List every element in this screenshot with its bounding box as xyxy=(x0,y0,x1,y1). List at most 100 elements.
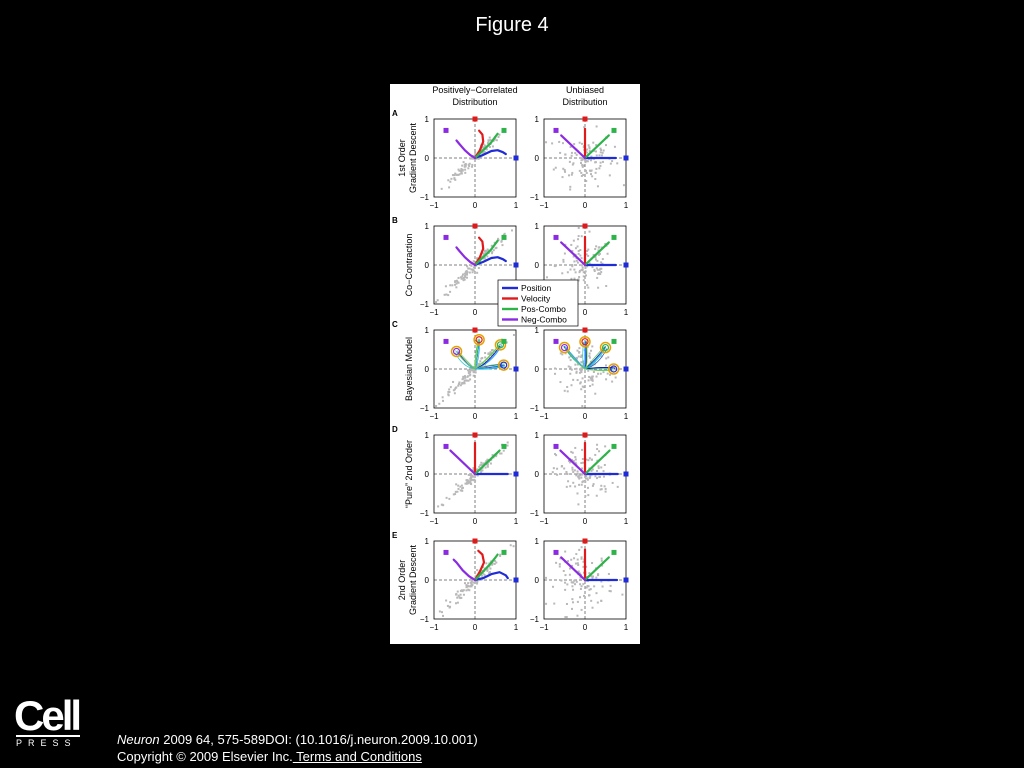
sample-point xyxy=(604,242,607,245)
sample-point xyxy=(566,271,569,274)
legend-label: Pos-Combo xyxy=(521,304,566,314)
sample-point xyxy=(589,159,592,162)
sample-point xyxy=(512,333,515,336)
y-tick-label: 1 xyxy=(425,537,430,546)
posterior-trace xyxy=(474,365,506,370)
posterior-trace xyxy=(582,341,586,370)
sample-point xyxy=(449,605,452,608)
sample-point xyxy=(474,151,477,154)
sample-point xyxy=(585,148,588,151)
target-marker-position xyxy=(623,366,629,372)
sample-point xyxy=(484,144,487,147)
sample-point xyxy=(597,286,600,289)
trajectory-position xyxy=(473,256,507,267)
sample-point xyxy=(605,284,608,287)
sample-point xyxy=(465,589,468,592)
sample-point xyxy=(569,359,572,362)
sample-point xyxy=(585,253,588,256)
sample-point xyxy=(582,560,585,563)
sample-point xyxy=(472,467,475,470)
sample-point xyxy=(562,167,565,170)
sample-point xyxy=(608,174,611,177)
endpoint-ring xyxy=(579,335,591,348)
sample-point xyxy=(453,174,456,177)
sample-point xyxy=(596,185,599,188)
terms-link[interactable]: Terms and Conditions xyxy=(292,749,422,764)
y-tick-label: 1 xyxy=(425,326,430,335)
sample-point xyxy=(588,150,591,153)
sample-point xyxy=(480,468,483,471)
sample-point xyxy=(501,244,504,247)
sample-point xyxy=(580,354,583,357)
sample-point xyxy=(510,229,513,232)
sample-point xyxy=(582,279,585,282)
sample-point xyxy=(581,405,584,408)
y-tick-label: 0 xyxy=(425,576,430,585)
sample-point xyxy=(579,249,582,252)
sample-point xyxy=(595,494,598,497)
sample-point xyxy=(587,585,590,588)
sample-point xyxy=(555,561,558,564)
sample-point xyxy=(456,490,459,493)
sample-point xyxy=(455,286,458,289)
subplot-A-unbiased xyxy=(543,116,629,198)
subplot-C-correlated xyxy=(433,327,519,409)
target-marker-pos-combo xyxy=(501,443,507,449)
sample-point xyxy=(438,610,441,613)
sample-point xyxy=(580,388,583,391)
sample-point xyxy=(506,441,509,444)
sample-point xyxy=(493,138,496,141)
sample-point xyxy=(435,301,438,304)
sample-point xyxy=(487,356,490,359)
target-marker-neg-combo xyxy=(443,234,449,240)
sample-point xyxy=(584,274,587,277)
sample-point xyxy=(597,253,600,256)
y-tick-label: −1 xyxy=(530,615,540,624)
row-letter: A xyxy=(392,109,398,118)
sample-point xyxy=(588,588,591,591)
sample-point xyxy=(579,583,582,586)
sample-point xyxy=(561,465,564,468)
sample-point xyxy=(476,468,479,471)
sample-point xyxy=(470,584,473,587)
sample-point xyxy=(578,483,581,486)
sample-point xyxy=(455,386,458,389)
sample-point xyxy=(580,556,583,559)
sample-point xyxy=(599,164,602,167)
sample-point xyxy=(462,279,465,282)
sample-point xyxy=(599,147,602,150)
sample-point xyxy=(468,474,471,477)
subplot-B-correlated xyxy=(433,223,519,305)
sample-point xyxy=(463,272,466,275)
sample-point xyxy=(597,246,600,249)
sample-point xyxy=(608,368,611,371)
sample-point xyxy=(437,505,440,508)
sample-point xyxy=(447,179,450,182)
sample-point xyxy=(595,125,598,128)
sample-point xyxy=(600,154,603,157)
sample-point xyxy=(468,371,471,374)
sample-point xyxy=(587,254,590,257)
sample-point xyxy=(591,562,594,565)
sample-point xyxy=(600,466,603,469)
sample-point xyxy=(577,226,580,229)
sample-point xyxy=(482,252,485,255)
sample-point xyxy=(469,378,472,381)
sample-point xyxy=(584,477,587,480)
sample-point xyxy=(449,284,452,287)
sample-point xyxy=(607,356,610,359)
sample-point xyxy=(594,453,597,456)
sample-point xyxy=(592,483,595,486)
sample-point xyxy=(465,379,468,382)
sample-point xyxy=(459,485,462,488)
sample-point xyxy=(568,356,571,359)
row-label-line: Gradient Descent xyxy=(408,544,418,615)
row-label-line: Bayesian Model xyxy=(404,337,414,401)
target-marker-pos-combo xyxy=(501,127,507,133)
sample-point xyxy=(590,378,593,381)
x-tick-label: 0 xyxy=(473,308,478,317)
subplot-A-correlated xyxy=(433,116,519,198)
sample-point xyxy=(463,379,466,382)
sample-point xyxy=(580,483,583,486)
sample-point xyxy=(452,389,455,392)
